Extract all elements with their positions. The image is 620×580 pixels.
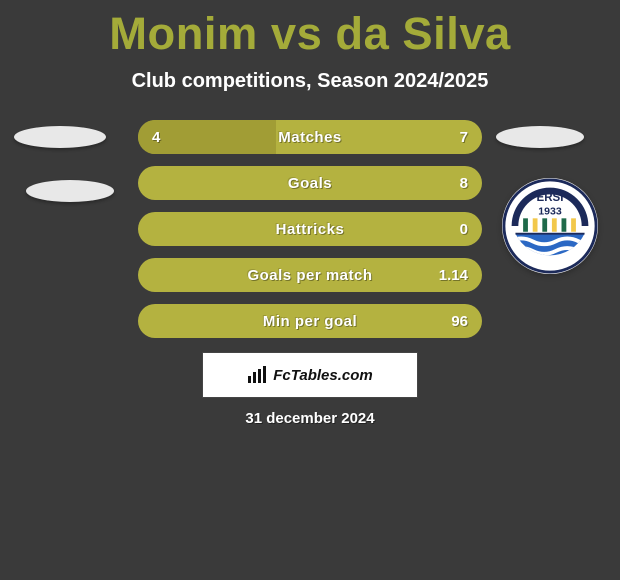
- decorative-ellipse: [496, 126, 584, 148]
- title: Monim vs da Silva: [0, 0, 620, 60]
- stat-bar-row: Min per goal96: [138, 304, 482, 338]
- stat-bar-row: Matches4 7: [138, 120, 482, 154]
- stat-bar-row: Goals8: [138, 166, 482, 200]
- stat-bar-right-value: 96: [437, 304, 482, 338]
- bar-chart-icon: [247, 366, 267, 384]
- subtitle: Club competitions, Season 2024/2025: [0, 70, 620, 93]
- title-player-right: da Silva: [335, 8, 510, 59]
- stat-bar-right-value: 0: [446, 212, 482, 246]
- stat-bar-right-value: 7: [446, 120, 482, 154]
- stat-bar-label: Min per goal: [138, 304, 482, 338]
- svg-text:ERSI: ERSI: [537, 192, 564, 204]
- club-logo: ERSI 1933: [502, 178, 598, 274]
- comparison-infographic: Monim vs da Silva Club competitions, Sea…: [0, 0, 620, 580]
- stat-bars: Matches4 7 Goals8 Hattricks0 Goals per match…: [138, 120, 482, 350]
- stat-bar-label: Matches: [138, 120, 482, 154]
- stat-bar-label: Goals: [138, 166, 482, 200]
- title-vs: vs: [271, 8, 322, 59]
- stat-bar-left-value: 4: [138, 120, 174, 154]
- club-crest-svg: ERSI 1933: [502, 178, 598, 274]
- stat-bar-right-value: 8: [446, 166, 482, 200]
- decorative-ellipse: [14, 126, 106, 148]
- stat-bar-row: Hattricks0: [138, 212, 482, 246]
- brand-watermark: FcTables.com: [202, 352, 418, 398]
- decorative-ellipse: [26, 180, 114, 202]
- title-player-left: Monim: [109, 8, 258, 59]
- stat-bar-right-value: 1.14: [425, 258, 482, 292]
- date: 31 december 2024: [0, 410, 620, 427]
- brand-text: FcTables.com: [273, 367, 372, 384]
- stat-bar-label: Hattricks: [138, 212, 482, 246]
- svg-text:1933: 1933: [538, 205, 562, 217]
- stat-bar-row: Goals per match1.14: [138, 258, 482, 292]
